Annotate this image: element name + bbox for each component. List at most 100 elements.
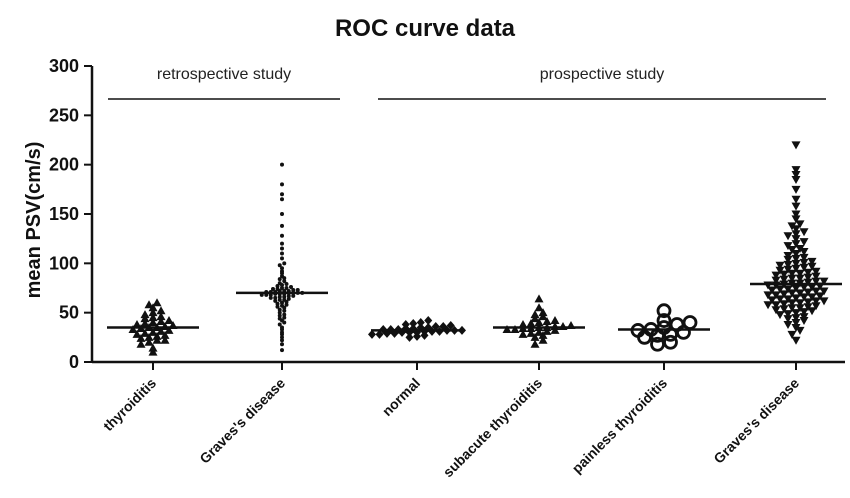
data-point <box>280 192 284 197</box>
data-point <box>763 291 773 300</box>
data-point <box>791 319 801 328</box>
data-point <box>268 295 273 300</box>
series-1 <box>259 162 305 353</box>
data-point <box>775 261 785 270</box>
data-point <box>783 295 793 304</box>
data-point <box>140 319 150 328</box>
data-point <box>819 277 829 286</box>
data-point <box>530 339 540 348</box>
data-point <box>280 251 284 256</box>
data-point <box>663 334 678 350</box>
data-point <box>795 245 805 254</box>
data-point <box>791 235 801 244</box>
data-point <box>280 246 284 251</box>
x-tick-label: thyroiditis <box>100 375 159 434</box>
mean-lines <box>107 282 842 332</box>
series-4 <box>630 303 698 352</box>
data-point <box>799 228 809 237</box>
data-point <box>275 301 280 306</box>
data-point <box>783 310 793 319</box>
data-point <box>280 274 284 279</box>
data-point <box>164 316 174 325</box>
data-point <box>136 339 146 348</box>
data-point <box>534 294 544 303</box>
data-point <box>791 294 801 303</box>
data-point <box>791 202 801 211</box>
data-point <box>771 291 781 300</box>
y-tick-label: 100 <box>49 253 79 273</box>
data-point <box>767 286 777 295</box>
data-point <box>140 310 150 319</box>
y-axis-label: mean PSV(cm/s) <box>23 142 45 299</box>
data-point <box>787 222 797 231</box>
data-point <box>775 295 785 304</box>
data-point <box>811 277 821 286</box>
data-point <box>446 320 455 330</box>
data-point <box>811 267 821 276</box>
data-point <box>803 278 813 287</box>
data-point <box>282 261 287 266</box>
y-tick-label: 250 <box>49 105 79 125</box>
data-point <box>280 303 284 308</box>
data-point <box>280 338 284 343</box>
data-point <box>128 324 138 333</box>
data-point <box>791 309 801 318</box>
data-point <box>795 326 805 335</box>
group-prospective: prospective study <box>378 66 826 100</box>
data-point <box>280 162 284 167</box>
data-point <box>791 264 801 273</box>
data-point <box>148 308 158 317</box>
data-point <box>291 287 296 292</box>
data-point <box>799 293 809 302</box>
data-point <box>791 215 801 224</box>
data-point <box>791 240 801 249</box>
data-point <box>280 197 284 202</box>
data-point <box>510 324 520 333</box>
group-label-prospective: prospective study <box>540 66 665 83</box>
data-point <box>767 296 777 305</box>
data-marks <box>128 141 829 356</box>
data-point <box>807 293 817 302</box>
data-point <box>795 289 805 298</box>
data-point <box>791 195 801 204</box>
data-point <box>787 246 797 255</box>
data-point <box>783 285 793 294</box>
data-point <box>286 296 291 301</box>
data-point <box>280 269 284 274</box>
data-point <box>526 319 536 328</box>
data-point <box>284 302 289 307</box>
data-point <box>799 258 809 267</box>
data-point <box>787 274 797 283</box>
data-point <box>140 328 150 337</box>
data-point <box>277 316 282 321</box>
data-point <box>558 321 568 330</box>
data-point <box>791 175 801 184</box>
data-point <box>280 212 284 216</box>
data-point <box>375 329 384 339</box>
y-tick-label: 300 <box>49 56 79 76</box>
x-tick-label: Graves's disease <box>710 375 802 467</box>
data-point <box>148 327 158 336</box>
data-point <box>277 322 282 327</box>
data-point <box>295 287 300 292</box>
data-point <box>289 285 293 290</box>
data-point <box>368 329 376 339</box>
x-tick-label: normal <box>379 375 423 419</box>
x-tick-label: Graves's disease <box>196 375 288 467</box>
data-point <box>148 303 158 312</box>
data-point <box>791 166 801 175</box>
data-point <box>811 287 821 296</box>
data-point <box>811 272 821 281</box>
data-point <box>791 210 801 219</box>
data-point <box>791 259 801 268</box>
data-point <box>148 318 158 327</box>
data-point <box>144 337 154 346</box>
data-point <box>779 300 789 309</box>
data-point <box>807 262 817 271</box>
data-point <box>791 185 801 194</box>
data-point <box>775 311 785 320</box>
data-point <box>799 308 809 317</box>
data-point <box>277 294 282 299</box>
data-point <box>148 313 158 322</box>
